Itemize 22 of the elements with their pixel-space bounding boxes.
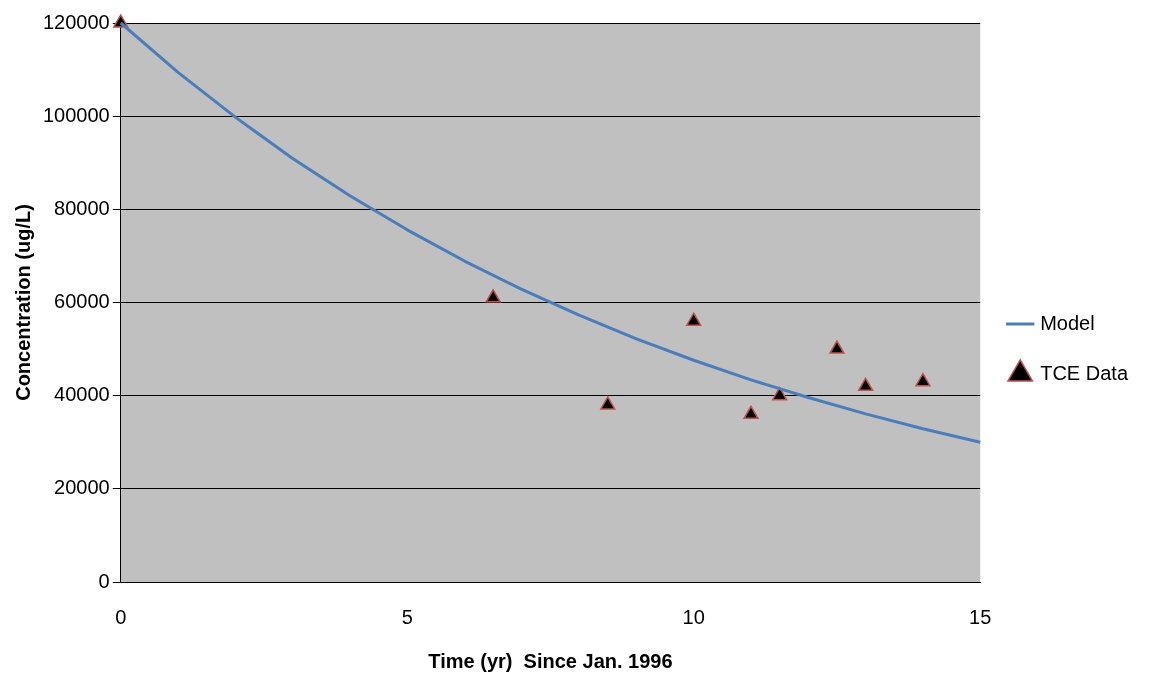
x-tick-label: 10 (682, 605, 705, 628)
y-tick-label: 60000 (54, 290, 110, 313)
point (686, 312, 702, 326)
x-tick-label: 0 (115, 605, 127, 628)
point (600, 396, 616, 410)
y-tick-label: 20000 (54, 476, 110, 499)
y-tick-label: 80000 (54, 196, 110, 219)
y-tick-label: 0 (98, 569, 110, 592)
x-tick-label: 15 (969, 605, 992, 628)
legend-label: TCE Data (1040, 361, 1129, 384)
y-tick-label: 120000 (42, 10, 110, 33)
legend-label: Model (1040, 311, 1095, 334)
x-axis-title: Time (yr) Since Jan. 1996 (428, 649, 673, 672)
point (915, 372, 931, 387)
point (743, 405, 759, 420)
point (829, 340, 845, 354)
x-tick-label: 5 (401, 605, 413, 628)
point (485, 289, 501, 303)
y-tick-label: 100000 (42, 103, 110, 126)
y-tick-label: 40000 (54, 383, 110, 406)
point (857, 377, 874, 392)
y-axis-title: Concentration (ug/L) (11, 204, 34, 401)
